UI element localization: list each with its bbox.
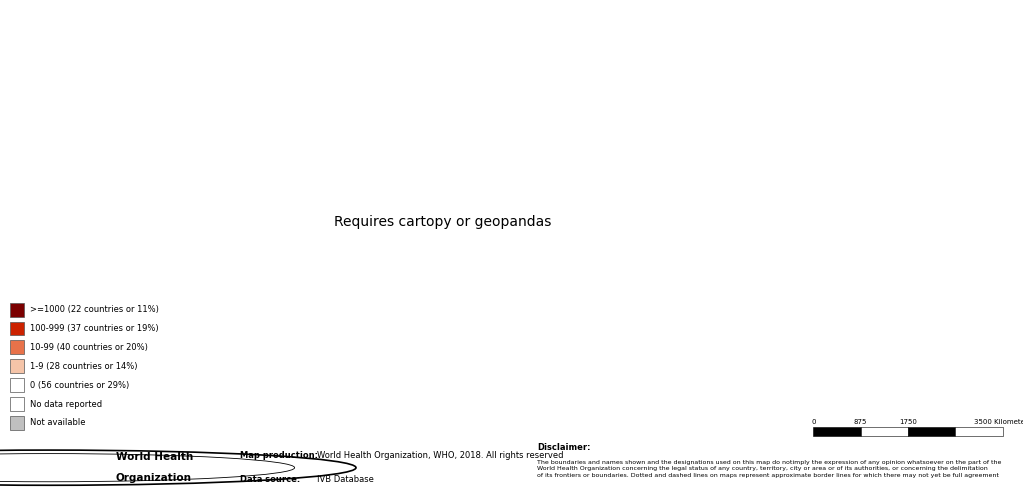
Text: Map production:: Map production: [240, 451, 318, 460]
Text: 1-9 (28 countries or 14%): 1-9 (28 countries or 14%) [30, 362, 137, 371]
Text: Requires cartopy or geopandas: Requires cartopy or geopandas [333, 215, 551, 230]
Text: 3500 Kilometers: 3500 Kilometers [974, 419, 1023, 425]
Text: IVB Database: IVB Database [317, 475, 374, 484]
Text: 1750: 1750 [899, 419, 917, 425]
Text: >=1000 (22 countries or 11%): >=1000 (22 countries or 11%) [30, 305, 159, 314]
Text: Disclaimer:: Disclaimer: [537, 443, 590, 452]
Text: The boundaries and names shown and the designations used on this map do notimply: The boundaries and names shown and the d… [537, 460, 1002, 478]
Text: 0 (56 countries or 29%): 0 (56 countries or 29%) [30, 381, 129, 390]
Text: World Health Organization, WHO, 2018. All rights reserved: World Health Organization, WHO, 2018. Al… [317, 451, 564, 460]
Text: Organization: Organization [116, 473, 191, 483]
Text: 0: 0 [811, 419, 815, 425]
Text: 100-999 (37 countries or 19%): 100-999 (37 countries or 19%) [30, 324, 159, 333]
Text: 875: 875 [854, 419, 868, 425]
Text: World Health: World Health [116, 452, 193, 462]
Text: No data reported: No data reported [30, 400, 102, 409]
Text: 10-99 (40 countries or 20%): 10-99 (40 countries or 20%) [30, 343, 147, 352]
Text: Data source:: Data source: [240, 475, 301, 484]
Text: Not available: Not available [30, 418, 85, 427]
